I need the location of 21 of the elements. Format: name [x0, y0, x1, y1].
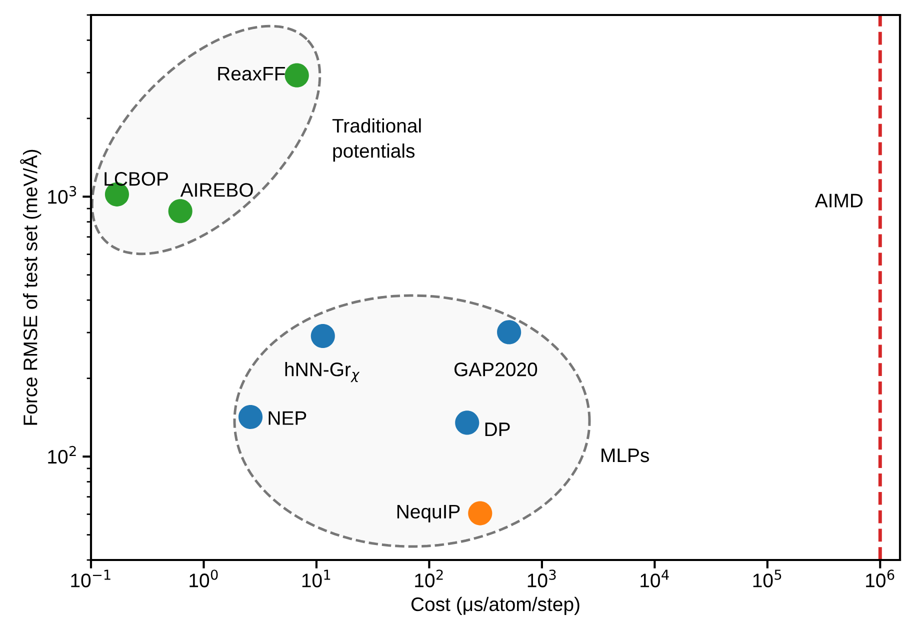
x-tick-label: 10$^{2}$	[415, 570, 443, 588]
annotation: MLPs	[602, 448, 649, 462]
ref-line-label: AIMD	[814, 194, 863, 208]
series-label: AIREBO	[180, 183, 253, 197]
x-tick-label: 10$^{0}$	[190, 570, 218, 588]
x-tick-label: 10$^{−1}$	[71, 570, 110, 588]
series-label: LCBOP	[104, 172, 168, 186]
y-axis-title: Force RMSE of test set (meV/Å)	[20, 150, 42, 425]
x-tick-label: 10$^{6}$	[866, 570, 894, 588]
series-label: GAP2020	[454, 362, 538, 376]
x-tick-label: 10$^{4}$	[640, 570, 669, 588]
series-label: NEP	[268, 411, 306, 425]
series-label: DP	[485, 422, 510, 436]
x-tick-label: 10$^{3}$	[528, 570, 556, 588]
series-label: hNN-Gr$_{χ}$	[285, 362, 360, 382]
x-axis-title: Cost (μs/atom/step)	[411, 596, 580, 615]
x-tick-label: 10$^{5}$	[753, 570, 782, 588]
series-label: ReaxFF	[218, 66, 285, 81]
annotation: Traditional potentials	[332, 118, 421, 162]
series-label: NequIP	[397, 504, 460, 522]
x-tick-label: 10$^{1}$	[302, 570, 330, 588]
